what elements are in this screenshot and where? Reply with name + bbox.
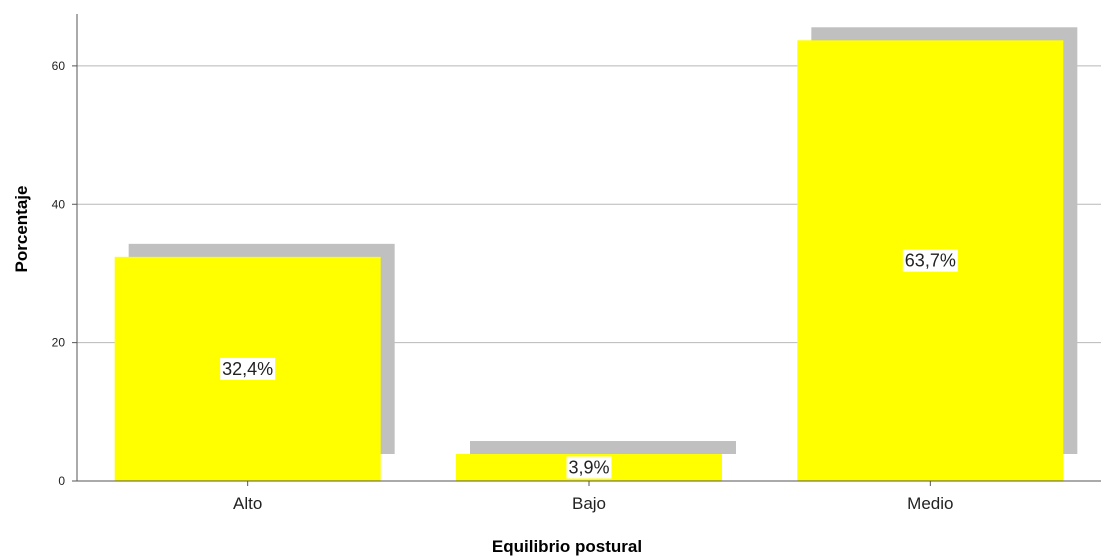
data-label-text: 3,9%: [568, 458, 609, 478]
y-tick-label: 20: [52, 336, 66, 350]
y-tick-labels: 0 20 40 60: [52, 59, 77, 488]
y-tick-label: 0: [58, 474, 65, 488]
y-axis-title: Porcentaje: [12, 186, 31, 273]
data-label-bg: [902, 249, 958, 272]
data-label-text: 63,7%: [905, 251, 956, 271]
data-label-alto: 32,4%: [220, 357, 276, 380]
data-label-medio: 63,7%: [902, 249, 958, 272]
data-label-bg: [220, 357, 276, 380]
y-tick-label: 40: [52, 197, 66, 211]
x-tick-labels: Alto Bajo Medio: [233, 481, 953, 513]
bar-shadow: [470, 441, 736, 454]
x-axis-title: Equilibrio postural: [492, 537, 642, 556]
data-label-text: 32,4%: [222, 359, 273, 379]
x-tick-label-medio: Medio: [907, 494, 953, 513]
data-label-bajo: 3,9%: [566, 456, 612, 479]
data-label-bg: [566, 456, 612, 479]
data-labels: 32,4% 3,9% 63,7%: [220, 249, 958, 479]
x-tick-label-bajo: Bajo: [572, 494, 606, 513]
y-tick-label: 60: [52, 59, 66, 73]
x-tick-label-alto: Alto: [233, 494, 262, 513]
